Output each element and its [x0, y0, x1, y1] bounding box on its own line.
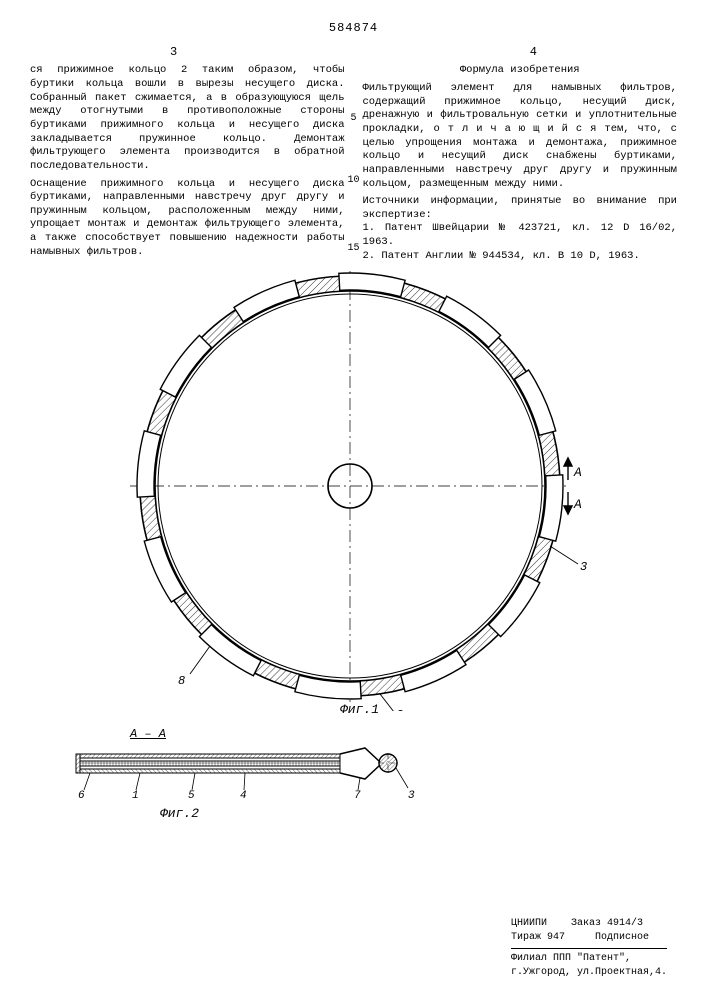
ref-3: 3: [580, 560, 587, 574]
fig1-label: Фиг.1: [340, 701, 379, 719]
figures-area: A A 3 2 8 Фиг.1 A – A: [30, 271, 677, 801]
formula-title: Формула изобретения: [363, 64, 678, 78]
ref2-5: 5: [188, 790, 195, 798]
patent-number: 584874: [30, 20, 677, 36]
line-marker-10: 10: [345, 174, 363, 188]
column-page-numbers: 3 4: [30, 44, 677, 60]
figure-2: 6 1 5 4 7 3: [70, 743, 450, 798]
section-mark-a-bottom: A: [573, 497, 582, 512]
section-mark-a-top: A: [573, 465, 582, 480]
ref2-3: 3: [408, 790, 415, 798]
section-title: A – A: [130, 726, 470, 742]
patent-page: 584874 3 4 5 10 15 ся прижимное кольцо 2…: [0, 0, 707, 1000]
left-column: ся прижимное кольцо 2 таким образом, что…: [30, 64, 345, 263]
line-marker-5: 5: [345, 112, 363, 126]
footer-branch: Филиал ППП "Патент",: [511, 952, 667, 966]
line-marker-15: 15: [345, 242, 363, 256]
ref-8: 8: [178, 674, 185, 688]
ref-2: 2: [396, 708, 403, 711]
col-num-left: 3: [170, 44, 177, 60]
claim-para: Фильтрующий элемент для намывных фильтро…: [363, 82, 678, 191]
figure-1: A A 3 2 8: [110, 271, 590, 711]
ref2-7: 7: [354, 790, 361, 798]
left-para-1: ся прижимное кольцо 2 таким образом, что…: [30, 64, 345, 173]
footer-sub: Подписное: [595, 932, 649, 943]
footer-address: г.Ужгород, ул.Проектная,4.: [511, 966, 667, 980]
source-1: 1. Патент Швейцарии № 423721, кл. 12 D 1…: [363, 222, 678, 249]
footer-order: Заказ 4914/3: [571, 918, 643, 929]
footer-org: ЦНИИПИ: [511, 918, 547, 929]
imprint-footer: ЦНИИПИ Заказ 4914/3 Тираж 947 Подписное …: [511, 917, 667, 980]
col-num-right: 4: [530, 44, 537, 60]
right-column: Формула изобретения Фильтрующий элемент …: [363, 64, 678, 263]
ref2-4: 4: [240, 790, 247, 798]
footer-tirazh: Тираж 947: [511, 932, 565, 943]
fig2-label: Фиг.2: [160, 805, 470, 823]
ref2-6: 6: [78, 790, 85, 798]
text-columns: 5 10 15 ся прижимное кольцо 2 таким обра…: [30, 64, 677, 263]
source-2: 2. Патент Англии № 944534, кл. B 10 D, 1…: [363, 250, 678, 264]
sources-title: Источники информации, принятые во вниман…: [363, 195, 678, 222]
figure-2-area: A – A: [70, 726, 470, 823]
ref2-1: 1: [132, 790, 139, 798]
left-para-2: Оснащение прижимного кольца и несущего д…: [30, 178, 345, 260]
